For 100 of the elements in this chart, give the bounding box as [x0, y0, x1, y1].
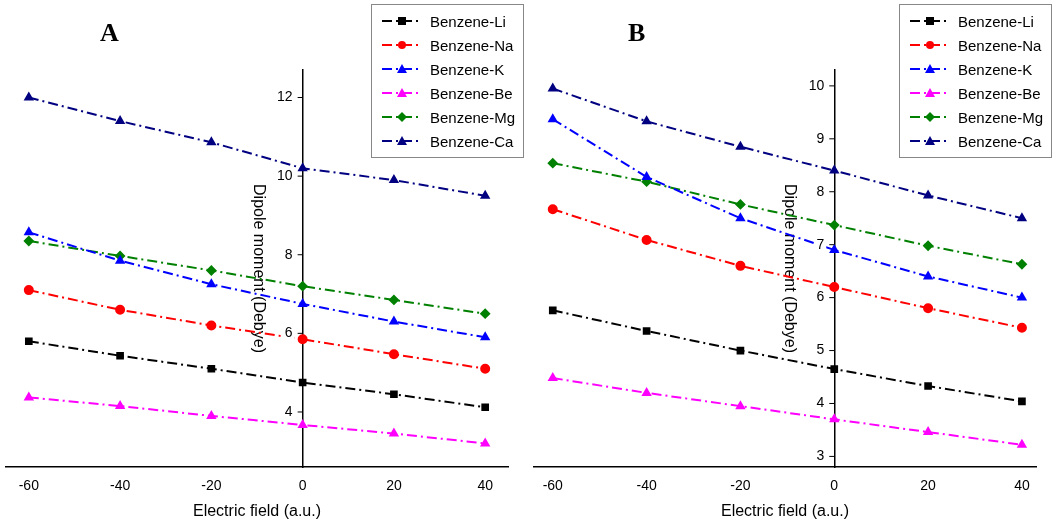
x-tick-label: 40 — [477, 477, 494, 494]
point — [115, 116, 125, 125]
chart-title: B — [628, 18, 646, 48]
point — [547, 204, 558, 215]
y-tick-label: 6 — [284, 324, 293, 341]
point — [24, 392, 34, 401]
point — [829, 244, 839, 253]
point — [24, 92, 34, 101]
y-axis-title: Dipole moment (Debye) — [250, 184, 268, 353]
y-tick-label: 7 — [816, 235, 825, 252]
point — [1017, 213, 1027, 222]
point — [735, 401, 745, 410]
point — [1018, 397, 1026, 406]
point — [206, 137, 216, 146]
legend-label: Benzene-Na — [957, 36, 1042, 54]
point — [642, 171, 652, 180]
x-tick-label: 20 — [386, 477, 402, 494]
x-tick-label: -40 — [636, 477, 657, 494]
point — [206, 410, 216, 419]
legend-label: Benzene-Mg — [957, 108, 1043, 126]
y-tick-label: 3 — [816, 447, 825, 464]
legend-label: Benzene-K — [429, 60, 505, 78]
point — [642, 387, 652, 396]
point — [641, 234, 652, 245]
y-tick-label: 8 — [816, 182, 825, 199]
point — [480, 308, 491, 319]
point — [735, 141, 745, 150]
point — [480, 190, 490, 199]
point — [298, 419, 308, 428]
point — [923, 303, 934, 314]
y-tick-label: 8 — [284, 245, 293, 262]
point — [297, 334, 308, 345]
point — [480, 363, 491, 374]
y-tick-label: 4 — [816, 394, 825, 411]
point — [389, 175, 399, 184]
y-tick-label: 5 — [816, 341, 825, 358]
point — [206, 265, 217, 276]
point — [923, 240, 934, 251]
y-tick-label: 12 — [277, 88, 293, 105]
point — [548, 83, 558, 92]
legend-label: Benzene-Na — [429, 36, 514, 54]
point — [829, 165, 839, 174]
point — [923, 190, 933, 199]
point — [548, 373, 558, 382]
point — [829, 414, 839, 423]
point — [829, 282, 840, 293]
point — [548, 306, 557, 315]
point — [23, 285, 34, 296]
legend-label: Benzene-Li — [429, 12, 506, 30]
point — [923, 271, 933, 280]
point — [388, 349, 399, 360]
legend-label: Benzene-Li — [957, 12, 1034, 30]
point — [829, 220, 840, 231]
point — [115, 304, 126, 315]
legend-label: Benzene-Ca — [429, 132, 514, 150]
x-tick-label: 40 — [1014, 477, 1030, 494]
x-axis-title: Electric field (a.u.) — [720, 501, 850, 519]
x-tick-label: 20 — [920, 477, 937, 494]
point — [1017, 439, 1027, 448]
point — [642, 116, 652, 125]
x-tick-label: -20 — [730, 477, 751, 494]
y-tick-label: 10 — [277, 166, 293, 183]
legend-label: Benzene-Ca — [957, 132, 1042, 150]
point — [207, 364, 216, 373]
legend-label: Benzene-Be — [429, 84, 513, 102]
point — [547, 158, 558, 169]
point — [1017, 292, 1027, 301]
point — [390, 390, 398, 399]
point — [1016, 322, 1027, 333]
point — [735, 213, 745, 222]
point — [23, 235, 34, 246]
point — [297, 281, 308, 292]
point — [298, 163, 308, 172]
point — [389, 428, 399, 437]
legend-label: Benzene-K — [957, 60, 1033, 78]
point — [924, 382, 932, 390]
x-tick-label: -60 — [542, 477, 564, 494]
point — [115, 401, 125, 410]
y-axis-title: Dipole moment (Debye) — [782, 184, 800, 353]
legend-label: Benzene-Be — [957, 84, 1041, 102]
point — [830, 365, 839, 373]
point — [923, 427, 933, 436]
point — [480, 332, 490, 341]
y-tick-label: 10 — [808, 76, 825, 93]
point — [24, 337, 33, 346]
point — [206, 279, 216, 288]
point — [206, 320, 217, 331]
x-tick-label: -20 — [201, 477, 222, 494]
point — [389, 316, 399, 325]
point — [481, 403, 490, 412]
point — [480, 438, 490, 447]
x-tick-label: -60 — [18, 477, 40, 494]
point — [1016, 259, 1027, 270]
point — [735, 199, 746, 210]
point — [115, 255, 125, 264]
y-tick-label: 6 — [816, 288, 825, 305]
legend-label: Benzene-Mg — [429, 108, 515, 126]
chart-title: A — [100, 18, 119, 48]
point — [298, 298, 308, 307]
x-axis-title: Electric field (a.u.) — [192, 501, 322, 519]
